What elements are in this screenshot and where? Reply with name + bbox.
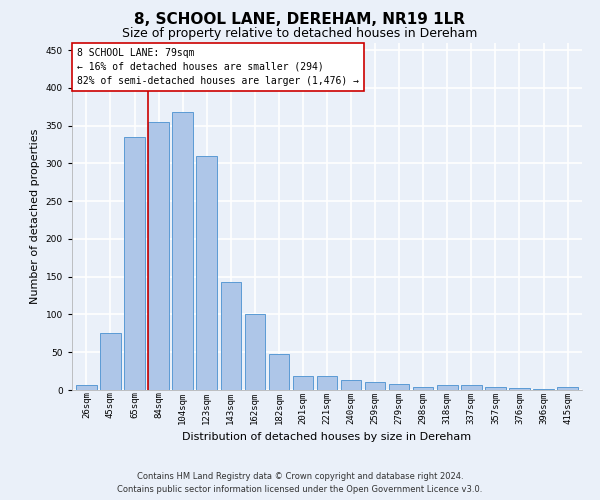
Bar <box>124 137 145 390</box>
Bar <box>172 112 193 390</box>
Bar <box>100 334 121 390</box>
Bar <box>557 387 578 390</box>
Bar <box>76 384 97 390</box>
Bar <box>485 387 506 390</box>
Bar <box>533 389 554 390</box>
Text: Size of property relative to detached houses in Dereham: Size of property relative to detached ho… <box>122 28 478 40</box>
Bar <box>461 386 482 390</box>
Bar <box>245 314 265 390</box>
Bar <box>293 376 313 390</box>
Bar <box>437 386 458 390</box>
Bar <box>221 282 241 390</box>
Bar <box>365 382 385 390</box>
Bar <box>317 376 337 390</box>
Bar <box>341 380 361 390</box>
Text: 8 SCHOOL LANE: 79sqm
← 16% of detached houses are smaller (294)
82% of semi-deta: 8 SCHOOL LANE: 79sqm ← 16% of detached h… <box>77 48 359 86</box>
Bar <box>196 156 217 390</box>
Bar <box>148 122 169 390</box>
Bar <box>269 354 289 390</box>
Y-axis label: Number of detached properties: Number of detached properties <box>30 128 40 304</box>
Bar <box>509 388 530 390</box>
Bar <box>413 387 433 390</box>
Text: 8, SCHOOL LANE, DEREHAM, NR19 1LR: 8, SCHOOL LANE, DEREHAM, NR19 1LR <box>134 12 466 28</box>
X-axis label: Distribution of detached houses by size in Dereham: Distribution of detached houses by size … <box>182 432 472 442</box>
Bar <box>389 384 409 390</box>
Text: Contains HM Land Registry data © Crown copyright and database right 2024.
Contai: Contains HM Land Registry data © Crown c… <box>118 472 482 494</box>
